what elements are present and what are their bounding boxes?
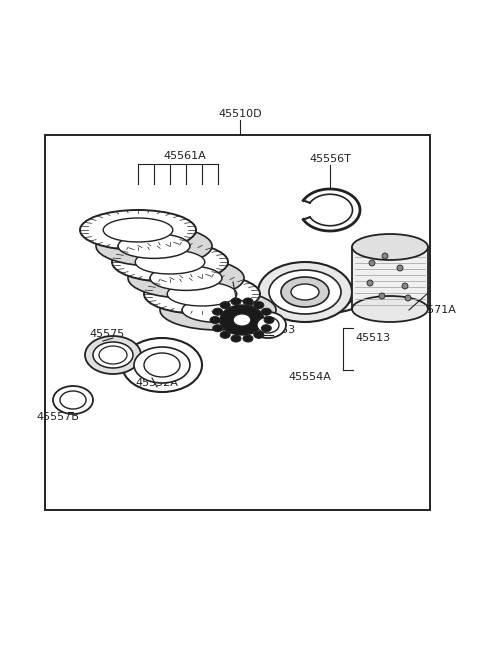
Ellipse shape [135,250,205,274]
Ellipse shape [150,265,222,290]
Ellipse shape [99,346,127,364]
Text: 45581C: 45581C [196,272,240,282]
Bar [352,247,428,309]
Ellipse shape [220,331,230,339]
Ellipse shape [210,316,220,324]
Text: 45510D: 45510D [218,109,262,119]
Ellipse shape [264,316,274,324]
Ellipse shape [167,282,237,306]
Ellipse shape [243,298,253,305]
Text: 45556T: 45556T [309,154,351,164]
Ellipse shape [231,335,241,342]
Ellipse shape [269,270,341,314]
Bar [45,135,430,510]
Text: 45561A: 45561A [164,151,206,161]
Text: 45554A: 45554A [288,372,331,382]
Ellipse shape [182,297,254,322]
Text: 45575: 45575 [89,329,124,339]
Ellipse shape [233,314,251,326]
Ellipse shape [243,335,253,342]
Text: 45557B: 45557B [36,412,79,422]
Ellipse shape [60,391,86,409]
Ellipse shape [397,265,403,271]
Ellipse shape [352,234,428,260]
Ellipse shape [261,325,271,331]
Ellipse shape [220,302,230,309]
Ellipse shape [254,302,264,309]
Ellipse shape [382,253,388,259]
Ellipse shape [128,258,244,298]
Text: 45571A: 45571A [413,305,456,315]
Text: 45513: 45513 [355,333,390,343]
Ellipse shape [213,325,223,331]
Ellipse shape [271,282,365,314]
Ellipse shape [402,283,408,289]
Ellipse shape [367,280,373,286]
Ellipse shape [93,342,133,368]
Text: 45553: 45553 [260,325,295,335]
Ellipse shape [53,386,93,414]
Ellipse shape [80,210,196,250]
Ellipse shape [103,218,173,242]
Ellipse shape [85,336,141,374]
Ellipse shape [213,309,223,315]
Ellipse shape [122,338,202,392]
Ellipse shape [291,284,319,300]
Ellipse shape [220,305,264,335]
Ellipse shape [160,290,276,330]
Ellipse shape [283,287,353,309]
Ellipse shape [261,309,271,315]
Ellipse shape [257,317,279,333]
Text: 45552A: 45552A [135,378,179,388]
Ellipse shape [144,353,180,377]
Ellipse shape [134,347,190,383]
Ellipse shape [379,293,385,299]
Ellipse shape [258,262,352,322]
Ellipse shape [96,226,212,266]
Ellipse shape [369,260,375,266]
Ellipse shape [250,312,286,338]
Ellipse shape [352,296,428,322]
Ellipse shape [254,331,264,339]
Ellipse shape [281,277,329,307]
Ellipse shape [112,242,228,282]
Ellipse shape [405,295,411,301]
Ellipse shape [231,298,241,305]
Ellipse shape [144,274,260,314]
Ellipse shape [118,234,190,259]
